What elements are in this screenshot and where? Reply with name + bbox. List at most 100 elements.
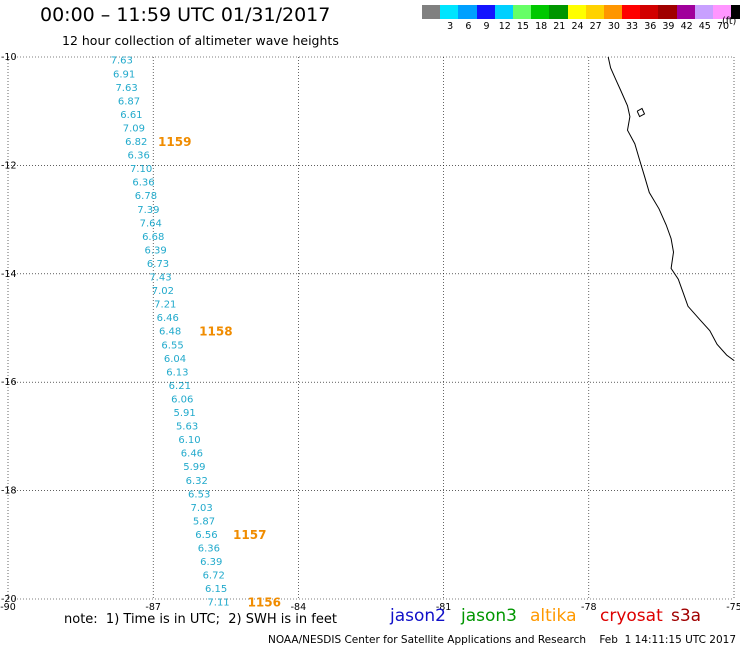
wave-height-label: 6.48 xyxy=(159,327,181,338)
latitude-tick-label: -16 xyxy=(1,377,17,388)
color-legend-label: 24 xyxy=(571,21,584,32)
wave-height-label: 6.53 xyxy=(188,489,210,500)
longitude-tick-label: -87 xyxy=(145,602,161,613)
wave-height-label: 7.63 xyxy=(115,83,137,94)
color-legend-swatch: 6 xyxy=(458,5,477,32)
latitude-tick-label: -18 xyxy=(1,486,17,497)
color-legend-swatch: 15 xyxy=(512,5,532,32)
color-legend-swatch: 24 xyxy=(567,5,586,32)
color-legend-swatch: 39 xyxy=(658,5,677,32)
time-label: 1157 xyxy=(233,528,266,542)
wave-height-label: 6.72 xyxy=(203,571,225,582)
color-legend-label: 6 xyxy=(465,21,472,32)
longitude-tick-label: -78 xyxy=(581,602,597,613)
color-legend-label: 15 xyxy=(516,21,529,32)
wave-height-label: 6.36 xyxy=(198,544,220,555)
time-label: 1159 xyxy=(158,135,191,149)
longitude-tick-label: -84 xyxy=(291,602,307,613)
wave-height-label: 7.10 xyxy=(130,164,152,175)
color-legend-label: 9 xyxy=(483,21,490,32)
wave-height-label: 6.56 xyxy=(195,530,217,541)
color-legend-swatch: 30 xyxy=(603,5,623,32)
wave-height-label: 6.32 xyxy=(186,476,208,487)
color-legend-swatch: 21 xyxy=(549,5,568,32)
wave-height-label: 7.09 xyxy=(123,123,145,134)
axis-ticks: -90 -87 -84 -81 -78 -75 -10 -12 -14 -16 -18 -20 xyxy=(0,52,740,613)
color-legend-label: 12 xyxy=(498,21,511,32)
color-legend-label: 30 xyxy=(607,21,620,32)
satellite-label-jason3: jason3 xyxy=(461,606,517,626)
wave-height-label: 7.39 xyxy=(137,205,159,216)
satellite-label-s3a: s3a xyxy=(671,606,702,626)
satellite-label-cryosat: cryosat xyxy=(600,606,663,626)
map-subtitle: 12 hour collection of altimeter wave hei… xyxy=(62,33,339,48)
wave-height-label: 6.06 xyxy=(171,394,193,405)
color-legend-label: 45 xyxy=(698,21,711,32)
wave-height-label: 7.63 xyxy=(111,56,133,67)
color-legend-swatch xyxy=(422,5,441,19)
color-legend-label: 36 xyxy=(644,21,657,32)
satellite-label-jason2: jason2 xyxy=(390,606,446,626)
wave-height-label: 6.21 xyxy=(169,381,191,392)
color-legend-swatch xyxy=(731,5,740,19)
wave-height-label: 6.04 xyxy=(164,354,186,365)
wave-height-label: 6.46 xyxy=(181,449,203,460)
time-label: 1158 xyxy=(199,325,232,339)
color-legend-swatch: 70 xyxy=(713,5,732,32)
latitude-tick-label: -12 xyxy=(1,160,17,171)
time-label: 1156 xyxy=(248,596,281,610)
wave-height-label: 6.78 xyxy=(135,191,157,202)
map-note: note: 1) Time is in UTC; 2) SWH is in fe… xyxy=(64,612,337,627)
wave-height-label: 6.46 xyxy=(157,313,179,324)
coastline-path xyxy=(607,56,735,361)
wave-height-label: 7.03 xyxy=(190,503,212,514)
map-grid xyxy=(7,56,735,600)
color-legend: 3 6 9 12 15 18 21 24 27 30 33 36 39 42 45 70 xyxy=(422,5,740,32)
color-legend-label: 33 xyxy=(626,21,639,32)
wave-height-label: 7.21 xyxy=(154,300,176,311)
wave-height-label: 5.87 xyxy=(193,516,215,527)
map-title: 00:00 – 11:59 UTC 01/31/2017 xyxy=(40,4,331,26)
wave-height-label: 7.11 xyxy=(207,598,229,609)
wave-height-label: 6.15 xyxy=(205,584,227,595)
island-outline xyxy=(636,107,646,118)
color-legend-swatch: 12 xyxy=(494,5,513,32)
color-legend-swatch: 9 xyxy=(476,5,495,32)
latitude-tick-label: -14 xyxy=(1,269,17,280)
wave-height-label: 6.10 xyxy=(178,435,200,446)
color-legend-swatch: 18 xyxy=(531,5,550,32)
wave-height-label: 6.36 xyxy=(132,178,154,189)
color-legend-label: 18 xyxy=(535,21,548,32)
color-legend-swatch: 27 xyxy=(585,5,604,32)
color-legend-swatch: 33 xyxy=(622,5,641,32)
wave-height-label: 6.39 xyxy=(200,557,222,568)
wave-height-label: 6.61 xyxy=(120,110,142,121)
wave-height-label: 5.99 xyxy=(183,462,205,473)
wave-height-label: 6.91 xyxy=(113,69,135,80)
wave-height-map: 7.63 6.91 7.63 6.87 6.61 7.09 6.82 6.36 7.10 6.36… xyxy=(0,52,740,613)
longitude-tick-label: -90 xyxy=(0,602,16,613)
wave-height-label: 6.87 xyxy=(118,96,140,107)
color-legend-label: 21 xyxy=(553,21,566,32)
coastline xyxy=(607,56,735,361)
color-legend-unit: (ft) xyxy=(722,16,737,27)
wave-height-label: 7.02 xyxy=(152,286,174,297)
wave-height-label: 6.73 xyxy=(147,259,169,270)
color-legend-swatch: 42 xyxy=(676,5,695,32)
wave-height-label: 6.39 xyxy=(144,245,166,256)
longitude-tick-label: -75 xyxy=(726,602,740,613)
map-footer: NOAA/NESDIS Center for Satellite Applica… xyxy=(268,634,736,646)
wave-height-label: 7.64 xyxy=(140,218,162,229)
latitude-tick-label: -20 xyxy=(1,594,17,605)
satellite-label-altika: altika xyxy=(530,606,577,626)
color-legend-swatch: 3 xyxy=(440,5,459,32)
wave-height-label: 6.36 xyxy=(128,151,150,162)
wave-height-label: 6.82 xyxy=(125,137,147,148)
color-legend-label: 42 xyxy=(680,21,693,32)
color-legend-label: 70 xyxy=(716,21,730,32)
wave-height-label: 6.68 xyxy=(142,232,164,243)
altimeter-track: 7.63 6.91 7.63 6.87 6.61 7.09 6.82 6.36 7.10 6.36… xyxy=(111,56,281,610)
color-legend-label: 27 xyxy=(589,21,602,32)
wave-height-label: 5.63 xyxy=(176,422,198,433)
latitude-tick-label: -10 xyxy=(1,52,17,63)
